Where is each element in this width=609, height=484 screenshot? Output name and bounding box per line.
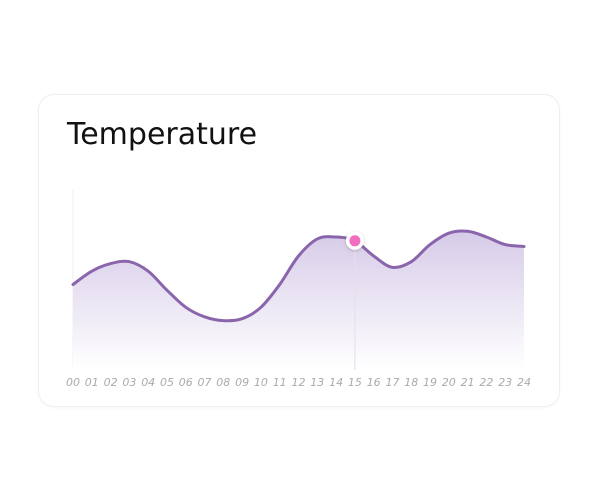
x-tick-label: 15: [348, 376, 362, 389]
x-tick-label: 17: [386, 376, 400, 389]
x-tick-label: 14: [329, 376, 343, 389]
x-tick-label: 21: [461, 376, 475, 389]
marker-dot: [349, 235, 361, 247]
x-tick-label: 24: [517, 376, 531, 389]
area-fill: [73, 231, 524, 370]
x-tick-label: 11: [273, 376, 287, 389]
highlight-marker[interactable]: [345, 231, 364, 250]
x-tick-label: 18: [404, 376, 418, 389]
x-tick-label: 10: [254, 376, 268, 389]
x-tick-label: 16: [367, 376, 381, 389]
x-tick-label: 22: [479, 376, 493, 389]
x-tick-label: 09: [235, 376, 249, 389]
x-tick-label: 00: [66, 376, 80, 389]
x-tick-label: 07: [198, 376, 212, 389]
x-tick-label: 03: [122, 376, 136, 389]
temperature-line: [71, 229, 526, 323]
x-tick-label: 23: [498, 376, 512, 389]
x-axis-ticks: 00 01 02 03 04 05 06 07 08 09 10 11 12 13 14 15 16 17 18 19…: [66, 376, 531, 389]
x-tick-label: 20: [442, 376, 456, 389]
x-tick-label: 12: [292, 376, 306, 389]
x-tick-label: 08: [216, 376, 230, 389]
x-tick-label: 02: [104, 376, 118, 389]
x-tick-label: 05: [160, 376, 174, 389]
x-tick-label: 06: [179, 376, 193, 389]
card-title: Temperature: [67, 117, 258, 152]
x-tick-label: 13: [310, 376, 324, 389]
x-tick-label: 01: [85, 376, 99, 389]
x-tick-label: 04: [141, 376, 155, 389]
x-tick-label: 19: [423, 376, 437, 389]
